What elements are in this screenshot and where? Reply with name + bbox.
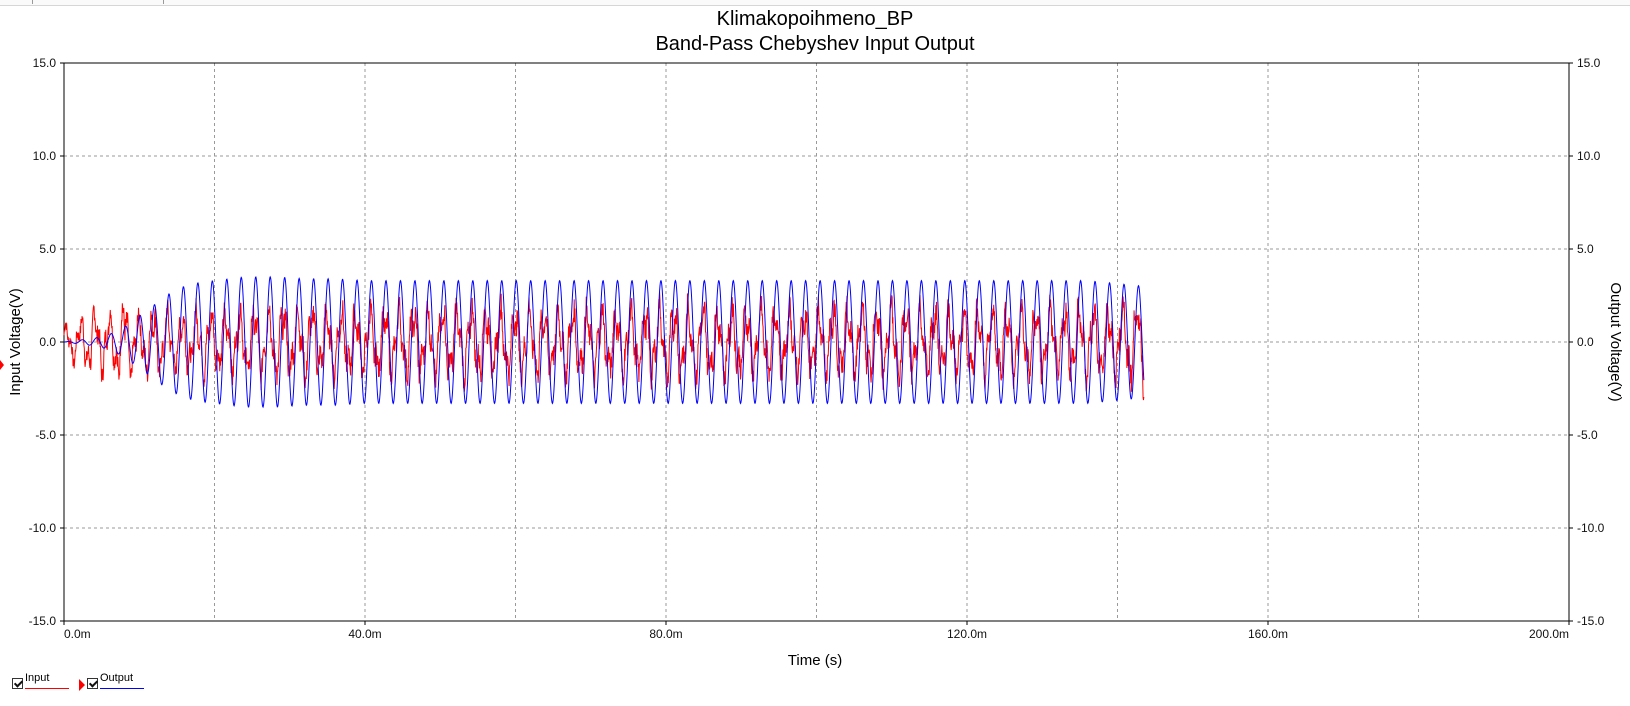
x-tick-label: 120.0m — [947, 627, 987, 641]
y-axis-left-title: Input Voltage(V) — [7, 288, 24, 396]
y-axis-left-ticks: 15.0 10.0 5.0 0.0 -5.0 -10.0 -15.0 — [29, 56, 64, 628]
y-tick-label-left: 0.0 — [39, 335, 56, 349]
x-tick-label: 80.0m — [649, 627, 682, 641]
chart-subtitle: Band-Pass Chebyshev Input Output — [655, 33, 975, 55]
legend: Input Output — [12, 672, 154, 692]
y-tick-label-right: -10.0 — [1577, 521, 1605, 535]
y-axis-right-title: Output Voltage(V) — [1607, 282, 1624, 401]
y-tick-label-right: -15.0 — [1577, 614, 1605, 628]
y-tick-label-right: -5.0 — [1577, 428, 1598, 442]
input-series-line — [63, 291, 1145, 401]
chart-title: Klimakopoihmeno_BP — [717, 8, 914, 30]
y-tick-label-left: -15.0 — [29, 614, 57, 628]
tab-divider — [163, 0, 164, 4]
legend-label-output: Output — [100, 672, 134, 684]
x-tick-label: 160.0m — [1248, 627, 1288, 641]
legend-checkbox-input[interactable] — [12, 678, 23, 689]
y-tick-label-left: -5.0 — [35, 428, 56, 442]
legend-label-input: Input — [25, 672, 50, 684]
grapher-plot[interactable]: Klimakopoihmeno_BP Band-Pass Chebyshev I… — [0, 0, 1630, 672]
y-tick-label-right: 10.0 — [1577, 149, 1601, 163]
y-tick-label-left: 5.0 — [39, 242, 56, 256]
series-output — [63, 275, 1145, 409]
y-tick-label-right: 5.0 — [1577, 242, 1594, 256]
y-tick-label-left: -10.0 — [29, 521, 57, 535]
legend-item-input[interactable]: Input — [12, 672, 69, 689]
y-tick-label-left: 10.0 — [33, 149, 57, 163]
x-tick-label: 40.0m — [348, 627, 381, 641]
y-tick-label-left: 15.0 — [33, 56, 57, 70]
y-tick-label-right: 15.0 — [1577, 56, 1601, 70]
cursor-marker[interactable] — [0, 360, 4, 370]
legend-cursor-marker[interactable] — [79, 679, 85, 691]
x-axis-ticks: 0.0m 40.0m 80.0m 120.0m 160.0m 200.0m — [63, 621, 1570, 641]
output-series-line — [63, 275, 1145, 409]
series-input — [63, 291, 1145, 401]
top-toolbar-strip — [0, 0, 1630, 6]
y-tick-label-right: 0.0 — [1577, 335, 1594, 349]
tab-divider — [32, 0, 33, 4]
legend-swatch-output — [100, 688, 144, 689]
legend-item-output[interactable]: Output — [87, 672, 144, 689]
x-tick-label: 0.0m — [64, 627, 91, 641]
y-axis-right-ticks: 15.0 10.0 5.0 0.0 -5.0 -10.0 -15.0 — [1569, 56, 1605, 628]
x-tick-label: 200.0m — [1529, 627, 1569, 641]
legend-swatch-input — [25, 688, 69, 689]
x-axis-title: Time (s) — [788, 652, 842, 669]
legend-checkbox-output[interactable] — [87, 678, 98, 689]
